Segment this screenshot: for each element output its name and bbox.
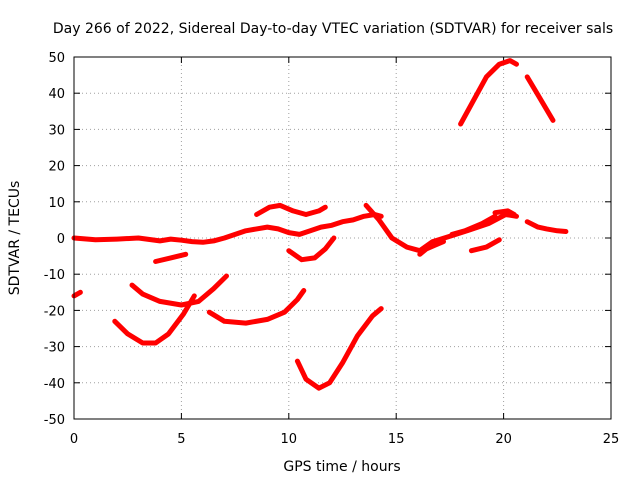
x-tick-label: 10 [281,432,298,447]
x-tick-label: 5 [177,432,185,447]
x-tick-label: 20 [495,432,512,447]
plot-frame [73,56,612,420]
y-tick-label: 30 [48,123,65,138]
series-arc-g [286,235,337,263]
y-tick-label: 50 [48,51,65,66]
series-arc-d [112,293,197,346]
series-arc-main-baseline [71,212,384,245]
series-arc-k [449,213,498,237]
series-arc-o [524,74,556,123]
x-tick-label: 15 [388,432,405,447]
series-arc-i [363,202,519,254]
axis-ticks: 0 5 10 15 20 25 -50 -40 -30 -20 -10 0 10 20 30 40 50 [44,51,620,447]
x-tick-label: 0 [70,432,78,447]
y-tick-label: 40 [48,87,65,102]
series-arc-h [294,306,384,391]
y-tick-label: -20 [44,304,65,319]
x-tick-label: 25 [603,432,620,447]
y-tick-label: 10 [48,196,65,211]
data-series [71,58,569,391]
grid-lines [74,57,611,419]
y-axis-label: SDTVAR / TECUs [7,181,23,296]
series-arc-j [417,239,446,257]
x-axis-label: GPS time / hours [283,459,400,475]
series-arc-l [468,237,502,254]
series-arc-m [492,208,517,217]
series-arc-a [71,289,83,299]
y-tick-label: 20 [48,160,65,175]
series-arc-n [458,58,519,127]
y-tick-label: -10 [44,268,65,283]
y-tick-label: 0 [57,232,65,247]
series-arc-c [129,273,229,308]
y-tick-label: -30 [44,341,65,356]
y-tick-label: -40 [44,377,65,392]
chart-title: Day 266 of 2022, Sidereal Day-to-day VTE… [53,21,613,37]
series-arc-p [524,219,569,234]
series-arc-b [153,251,189,264]
series-arc-e [206,288,307,326]
y-tick-label: -50 [44,413,65,428]
series-arc-f [254,202,328,217]
